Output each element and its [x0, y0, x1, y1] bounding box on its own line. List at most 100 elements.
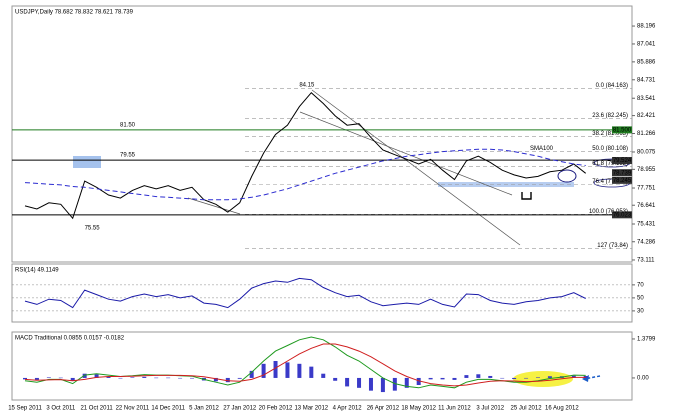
histogram-bar — [94, 374, 99, 378]
histogram-bar — [297, 363, 302, 378]
x-tick-label: 26 Apr 2012 — [367, 406, 400, 412]
price-marker — [612, 211, 632, 219]
channel-line — [311, 89, 521, 246]
channel-line — [299, 111, 513, 196]
price-marker-label: 79.524 — [613, 158, 632, 164]
rsi-panel — [11, 263, 633, 323]
annotation: 84.15 — [299, 82, 315, 88]
histogram-bar — [46, 377, 51, 378]
histogram-bar — [154, 377, 159, 379]
y-tick-label: 76.641 — [637, 203, 656, 209]
histogram-bar — [34, 377, 39, 380]
highlight-box — [73, 156, 101, 168]
histogram-bar — [571, 375, 576, 378]
price-marker — [612, 169, 632, 177]
y-tick-label: 80.075 — [637, 150, 656, 156]
histogram-bar — [213, 377, 218, 382]
x-tick-label: 21 Oct 2011 — [80, 406, 113, 412]
fib-label: 61.8 (79.152) — [592, 161, 628, 167]
level-label: 81.50 — [120, 122, 136, 128]
x-tick-label: 5 Jan 2012 — [189, 406, 219, 412]
x-tick-label: 18 May 2012 — [401, 406, 436, 412]
histogram-bar — [547, 376, 552, 378]
histogram-bar — [404, 377, 409, 388]
price-marker — [612, 157, 632, 165]
x-tick-label: 15 Sep 2011 — [8, 406, 42, 412]
histogram-bar — [309, 366, 314, 378]
histogram-bar — [261, 363, 266, 378]
data-line — [24, 91, 587, 220]
x-tick-label: 3 Jul 2012 — [476, 406, 504, 412]
histogram-bar — [345, 377, 350, 387]
histogram-bar — [249, 370, 254, 378]
y-tick-label: 78.955 — [637, 167, 656, 173]
histogram-bar — [142, 376, 147, 378]
histogram-bar — [225, 377, 230, 383]
rsi-title: RSI(14) 49.1149 — [15, 268, 59, 274]
histogram-bar — [464, 375, 469, 378]
y-tick-label: 84.731 — [637, 77, 656, 83]
histogram-bar — [190, 377, 195, 379]
histogram-bar — [58, 377, 63, 379]
histogram-bar — [178, 377, 183, 379]
histogram-bar — [392, 377, 397, 391]
y-tick-label: 74.286 — [637, 239, 656, 245]
histogram-bar — [82, 373, 87, 378]
bracket-marker — [521, 192, 532, 200]
histogram-bar — [500, 377, 505, 379]
fib-label: 76.4 (77.970) — [592, 179, 628, 185]
annotation: 75.55 — [85, 226, 101, 232]
circle-marker — [557, 169, 577, 183]
price-marker — [612, 176, 632, 184]
histogram-bar — [368, 377, 373, 391]
histogram-bar — [130, 377, 135, 378]
histogram-bar — [285, 362, 290, 378]
y-tick-label: 77.751 — [637, 186, 656, 192]
fib-label: 127 (73.84) — [597, 243, 628, 249]
histogram-bar — [583, 375, 588, 378]
histogram-bar — [333, 377, 338, 381]
histogram-bar — [416, 377, 421, 386]
histogram-bar — [23, 377, 27, 380]
y-tick-label: 30 — [637, 308, 644, 314]
y-tick-label: 85.886 — [637, 59, 656, 65]
macd-title: MACD Traditional 0.0855 0.0157 -0.0182 — [15, 336, 125, 342]
histogram-bar — [524, 377, 529, 379]
trend-line — [187, 197, 241, 215]
x-tick-label: 16 Aug 2012 — [545, 406, 579, 412]
level-label: 79.55 — [120, 153, 136, 159]
histogram-bar — [166, 377, 171, 379]
fib-label: 50.0 (80.108) — [592, 146, 628, 152]
x-tick-label: 3 Oct 2011 — [46, 406, 76, 412]
fib-label: 0.0 (84.163) — [596, 83, 628, 89]
fib-label: 38.2 (81.063) — [592, 131, 628, 137]
price-marker — [612, 126, 632, 134]
y-tick-label: 83.541 — [637, 96, 656, 102]
x-tick-label: 4 Apr 2012 — [333, 406, 363, 412]
sma-line — [24, 148, 586, 201]
y-tick-label: 81.266 — [637, 131, 656, 137]
data-line — [24, 277, 586, 309]
histogram-bar — [452, 377, 457, 380]
y-tick-label: 73.111 — [637, 258, 655, 264]
y-tick-label: 82.421 — [637, 113, 656, 119]
price-marker-label: 78.245 — [613, 178, 632, 184]
macd-panel — [11, 331, 633, 401]
price-marker-label: 81.500 — [613, 127, 632, 133]
price-title: USDJPY,Daily 78.682 78.832 78.621 78.739 — [15, 10, 134, 16]
price-marker-label: 78.739 — [613, 170, 632, 176]
histogram-bar — [512, 377, 517, 380]
y-tick-label: 87.041 — [637, 42, 656, 48]
histogram-bar — [476, 374, 481, 378]
histogram-bar — [428, 377, 433, 380]
arrow — [583, 375, 601, 380]
y-tick-label: 50 — [637, 295, 644, 301]
histogram-bar — [273, 360, 278, 378]
y-tick-label: 88.196 — [637, 24, 656, 30]
histogram-bar — [488, 375, 493, 378]
histogram-bar — [118, 377, 123, 379]
fib-label: 100.0 (76.053) — [589, 209, 628, 215]
x-tick-label: 13 Mar 2012 — [294, 406, 328, 412]
